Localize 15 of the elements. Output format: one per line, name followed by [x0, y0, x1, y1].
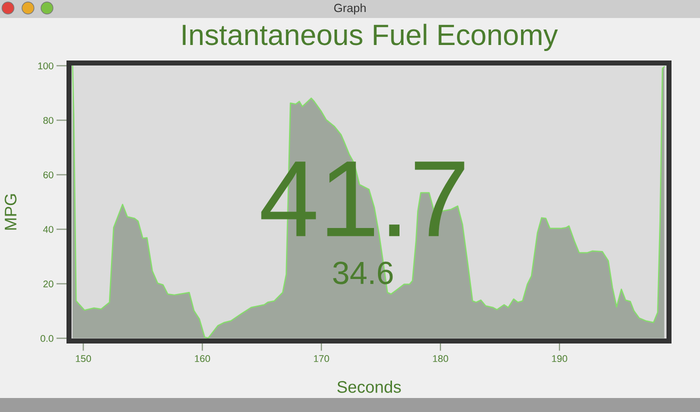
x-tick-label: 190 — [552, 355, 568, 362]
x-axis-title: Seconds — [337, 380, 401, 393]
x-tick-label: 160 — [194, 355, 210, 362]
y-tick-label: 20 — [43, 280, 54, 288]
y-axis-title: MPG — [4, 194, 17, 230]
chart-title: Instantaneous Fuel Economy — [182, 24, 558, 51]
x-tick-label: 180 — [433, 355, 448, 362]
text: Graph — [334, 4, 366, 14]
x-tick-label: 150 — [76, 355, 92, 362]
y-tick-label: 0.0 — [40, 335, 54, 342]
y-tick-label: 100 — [38, 62, 54, 70]
x-tick-label: 170 — [314, 355, 330, 362]
y-tick-label: 60 — [43, 171, 54, 178]
y-tick-label: 80 — [43, 116, 54, 124]
y-tick-label: 40 — [43, 226, 54, 233]
